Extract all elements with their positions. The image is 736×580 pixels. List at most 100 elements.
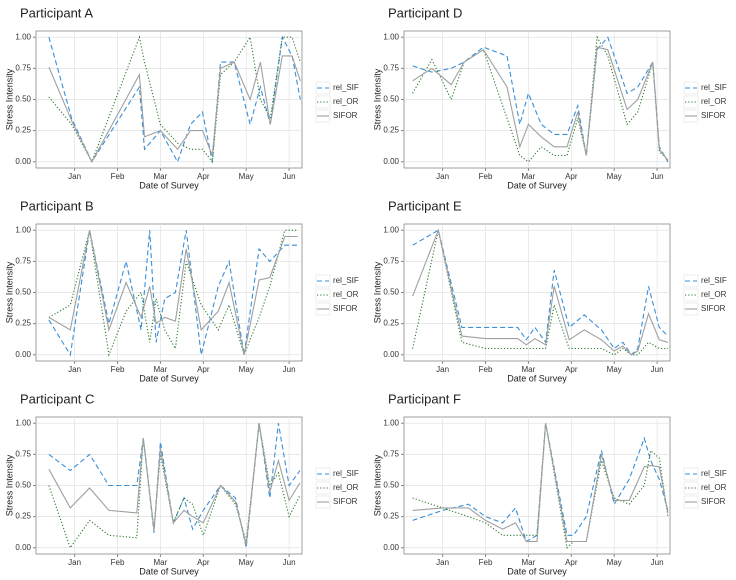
- series-line: [48, 35, 301, 164]
- y-tick-label: 1.00: [15, 32, 31, 41]
- legend-label: rel_OR: [701, 97, 727, 106]
- x-axis-label: Date of Survey: [507, 180, 567, 190]
- x-tick-label: Apr: [565, 558, 578, 567]
- legend-label: rel_OR: [333, 97, 359, 106]
- panel-title: Participant C: [20, 391, 94, 406]
- legend-key: [683, 81, 699, 95]
- x-tick-label: Mar: [154, 172, 168, 181]
- y-tick-label: 0.00: [15, 350, 31, 359]
- panel: Participant C 0.00 0.25 0.50 0.75 1.00 Jan Feb M…: [4, 391, 359, 576]
- series-line: [412, 228, 669, 356]
- legend-key: [683, 95, 699, 109]
- legend-key: [683, 467, 699, 481]
- x-tick-label: May: [607, 558, 622, 567]
- x-tick-label: Feb: [111, 365, 125, 374]
- legend-label: rel_OR: [333, 290, 359, 299]
- x-axis-label: Date of Survey: [139, 373, 199, 383]
- panel-title: Participant E: [388, 198, 462, 213]
- y-tick-label: 0.00: [15, 543, 31, 552]
- x-tick-label: Jun: [651, 172, 664, 181]
- series-line: [48, 423, 301, 549]
- y-tick-label: 0.00: [383, 350, 399, 359]
- x-tick-label: Jan: [68, 558, 81, 567]
- legend-label: rel_SIF: [701, 83, 727, 92]
- panel: Participant A 0.00 0.25 0.50 0.75 1.00 Jan Feb M…: [4, 5, 359, 190]
- y-tick-label: 0.50: [383, 288, 399, 297]
- series-line: [412, 229, 669, 356]
- y-tick-label: 0.50: [383, 95, 399, 104]
- x-tick-label: May: [607, 172, 622, 181]
- series-line: [48, 423, 301, 546]
- legend-key: [315, 274, 331, 288]
- series-line: [48, 230, 298, 355]
- panel: Participant F 0.00 0.25 0.50 0.75 1.00 Jan Feb M…: [372, 391, 727, 576]
- x-tick-label: May: [239, 365, 254, 374]
- x-tick-label: Feb: [479, 558, 493, 567]
- legend-label: rel_SIF: [701, 469, 727, 478]
- panel-title: Participant D: [388, 5, 462, 20]
- x-tick-label: Jan: [436, 558, 449, 567]
- series-line: [412, 423, 669, 543]
- y-tick-label: 0.25: [383, 512, 399, 521]
- legend-key: [683, 288, 699, 302]
- x-tick-label: Apr: [197, 558, 210, 567]
- legend-label: SIFOR: [333, 304, 358, 313]
- x-tick-label: Feb: [111, 172, 125, 181]
- y-tick-label: 0.75: [15, 256, 31, 265]
- x-tick-label: Mar: [154, 558, 168, 567]
- x-tick-label: May: [607, 365, 622, 374]
- x-tick-label: Jun: [283, 365, 296, 374]
- y-axis-label: Stress Intensity: [4, 68, 14, 130]
- x-tick-label: Apr: [565, 365, 578, 374]
- x-axis-label: Date of Survey: [139, 566, 199, 576]
- series-line: [48, 55, 301, 163]
- panel: Participant E 0.00 0.25 0.50 0.75 1.00 Jan Feb M…: [372, 198, 727, 383]
- legend-key: [315, 81, 331, 95]
- legend-key: [315, 288, 331, 302]
- y-tick-label: 0.25: [15, 319, 31, 328]
- legend-key: [315, 95, 331, 109]
- x-tick-label: Feb: [111, 558, 125, 567]
- legend-label: SIFOR: [701, 497, 726, 506]
- legend-key: [683, 481, 699, 495]
- x-tick-label: May: [239, 558, 254, 567]
- y-tick-label: 1.00: [15, 418, 31, 427]
- y-tick-label: 0.50: [383, 481, 399, 490]
- legend-label: SIFOR: [701, 111, 726, 120]
- y-tick-label: 0.75: [383, 449, 399, 458]
- y-tick-label: 0.25: [383, 126, 399, 135]
- y-tick-label: 1.00: [15, 225, 31, 234]
- y-tick-label: 1.00: [383, 32, 399, 41]
- y-tick-label: 0.25: [15, 512, 31, 521]
- x-tick-label: Jun: [651, 365, 664, 374]
- series-line: [48, 230, 298, 357]
- panel-title: Participant B: [20, 198, 94, 213]
- y-tick-label: 0.75: [15, 63, 31, 72]
- x-axis-label: Date of Survey: [507, 373, 567, 383]
- x-tick-label: Mar: [522, 558, 536, 567]
- x-tick-label: May: [239, 172, 254, 181]
- y-tick-label: 0.50: [15, 288, 31, 297]
- y-tick-label: 0.75: [15, 449, 31, 458]
- x-tick-label: Feb: [479, 172, 493, 181]
- series-line: [48, 229, 298, 357]
- series-line: [412, 35, 669, 163]
- y-tick-label: 0.75: [383, 256, 399, 265]
- y-axis-label: Stress Intensity: [372, 261, 382, 323]
- y-tick-label: 1.00: [383, 418, 399, 427]
- x-tick-label: Jan: [68, 365, 81, 374]
- y-tick-label: 0.00: [15, 157, 31, 166]
- y-tick-label: 0.50: [15, 481, 31, 490]
- y-tick-label: 0.25: [383, 319, 399, 328]
- x-tick-label: Apr: [197, 172, 210, 181]
- legend-label: rel_SIF: [333, 469, 359, 478]
- y-tick-label: 0.25: [15, 126, 31, 135]
- x-tick-label: Mar: [522, 172, 536, 181]
- y-tick-label: 0.75: [383, 63, 399, 72]
- legend-label: rel_SIF: [333, 83, 359, 92]
- x-tick-label: Jun: [651, 558, 664, 567]
- x-tick-label: Jan: [436, 172, 449, 181]
- panel: Participant D 0.00 0.25 0.50 0.75 1.00 Jan Feb M…: [372, 5, 727, 190]
- x-tick-label: Jan: [436, 365, 449, 374]
